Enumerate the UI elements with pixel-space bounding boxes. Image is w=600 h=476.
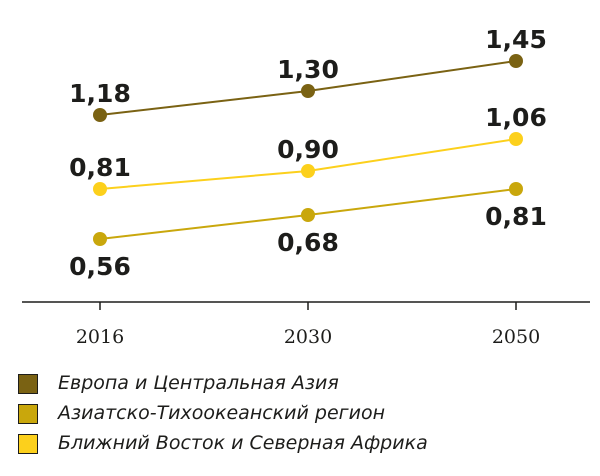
data-label: 1,30 [277, 55, 339, 84]
legend-swatch [18, 374, 38, 394]
line-chart: 2016 2030 2050 1,18 1,30 1,45 0,56 0,68 0,81 0,8… [22, 25, 590, 348]
data-point [509, 182, 523, 196]
data-label: 0,56 [69, 252, 131, 281]
data-label: 0,81 [485, 202, 547, 231]
data-label: 1,45 [485, 25, 547, 54]
x-tick-label: 2030 [284, 326, 332, 348]
data-point [301, 164, 315, 178]
legend-label: Ближний Восток и Северная Африка [58, 432, 428, 454]
legend-label: Азиатско-Тихоокеанский регион [58, 402, 386, 424]
legend-swatch [18, 434, 38, 454]
x-tick-label: 2050 [492, 326, 540, 348]
data-label: 0,90 [277, 135, 339, 164]
data-label: 0,81 [69, 153, 131, 182]
data-point [93, 108, 107, 122]
data-label: 1,18 [69, 79, 131, 108]
legend-label: Европа и Центральная Азия [58, 372, 339, 394]
data-point [93, 182, 107, 196]
data-point [301, 208, 315, 222]
x-tick-label: 2016 [76, 326, 124, 348]
data-point [93, 232, 107, 246]
legend-swatch [18, 404, 38, 424]
data-point [509, 132, 523, 146]
data-label: 1,06 [485, 103, 547, 132]
data-point [301, 84, 315, 98]
data-point [509, 54, 523, 68]
data-label: 0,68 [277, 228, 339, 257]
